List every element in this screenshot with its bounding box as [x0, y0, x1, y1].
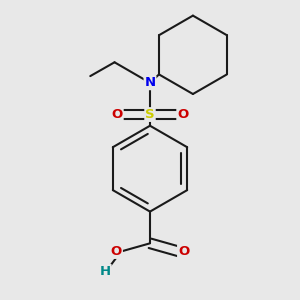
Text: O: O: [111, 245, 122, 258]
Text: H: H: [100, 265, 111, 278]
Text: O: O: [177, 108, 188, 121]
Text: O: O: [112, 108, 123, 121]
Text: N: N: [144, 76, 156, 89]
Text: S: S: [145, 108, 155, 121]
Text: O: O: [178, 245, 189, 258]
